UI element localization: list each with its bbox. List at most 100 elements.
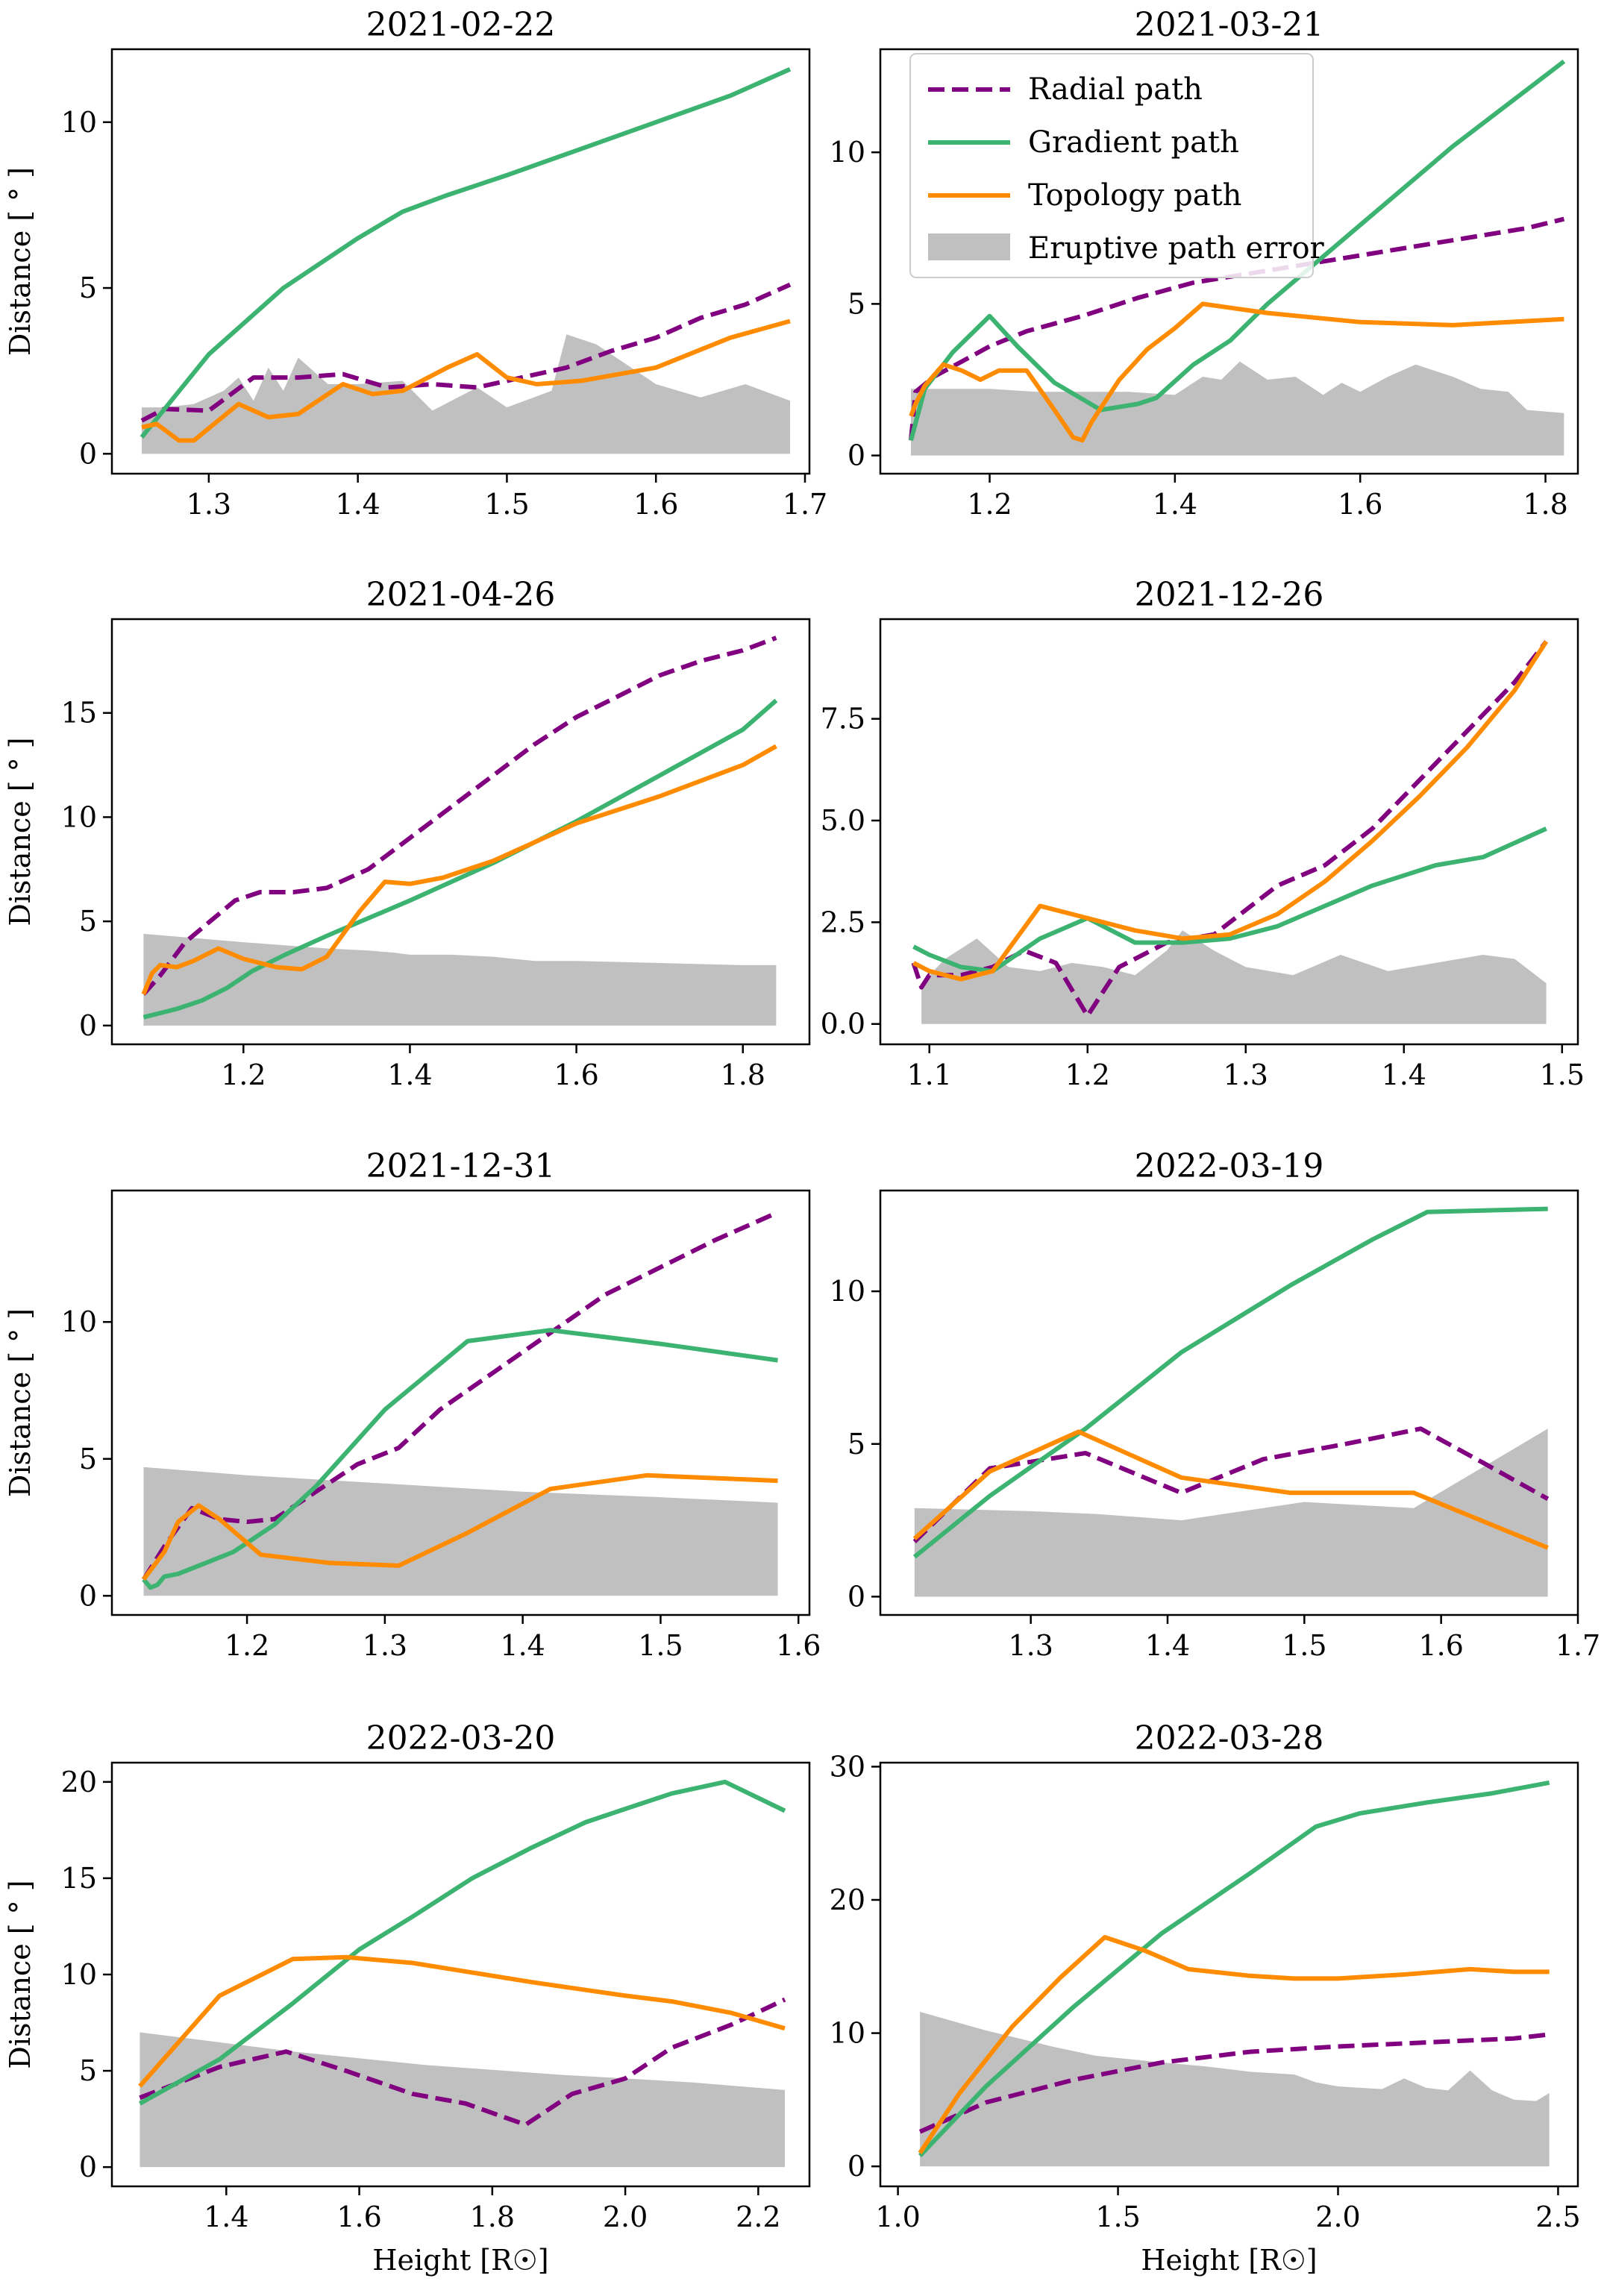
panel-title: 2022-03-19 bbox=[1135, 1147, 1324, 1185]
x-tick-label: 1.4 bbox=[1382, 1058, 1426, 1091]
y-tick-label: 5 bbox=[79, 272, 97, 304]
legend-swatch-error bbox=[928, 233, 1010, 260]
x-tick-label: 1.5 bbox=[638, 1629, 683, 1662]
x-tick-label: 1.4 bbox=[500, 1629, 545, 1662]
x-tick-label: 1.7 bbox=[1556, 1629, 1600, 1662]
plot-area bbox=[141, 1210, 779, 1596]
y-tick-label: 15 bbox=[61, 697, 97, 730]
x-tick-label: 1.6 bbox=[1338, 488, 1382, 521]
plot-area bbox=[918, 1780, 1550, 2167]
radial-line bbox=[140, 282, 792, 423]
x-tick-label: 1.6 bbox=[776, 1629, 821, 1662]
y-tick-label: 0 bbox=[848, 439, 865, 472]
axes-frame bbox=[110, 48, 811, 475]
axes-frame bbox=[110, 618, 811, 1046]
y-tick-label: 20 bbox=[830, 1883, 865, 1916]
x-tick-label: 1.7 bbox=[783, 488, 827, 521]
y-axis-label: Distance [ ° ] bbox=[4, 167, 37, 356]
x-tick-label: 1.5 bbox=[484, 488, 529, 521]
x-tick-label: 1.8 bbox=[1523, 488, 1567, 521]
plot-area bbox=[140, 66, 792, 454]
axes-frame bbox=[879, 618, 1579, 1046]
radial-line bbox=[918, 2032, 1550, 2134]
y-axis-label: Distance [ ° ] bbox=[4, 1308, 37, 1497]
x-tick-label: 1.8 bbox=[721, 1058, 765, 1091]
x-tick-label: 1.3 bbox=[187, 488, 231, 521]
plot-area bbox=[909, 59, 1566, 456]
x-tick-label: 1.5 bbox=[1095, 2201, 1140, 2233]
y-tick-label: 0.0 bbox=[821, 1008, 865, 1041]
y-tick-label: 5.0 bbox=[821, 804, 865, 837]
y-tick-label: 10 bbox=[830, 2017, 865, 2050]
panel-title: 2021-12-26 bbox=[1135, 576, 1324, 614]
x-tick-label: 1.4 bbox=[1145, 1629, 1190, 1662]
topology-line bbox=[912, 640, 1549, 982]
x-tick-label: 1.4 bbox=[387, 1058, 432, 1091]
panel-4: 1.2 1.3 1.4 1.5 1.6 0 5 10 2021-12-31 Distance [ … bbox=[4, 1147, 821, 1662]
x-tick-label: 1.6 bbox=[633, 488, 678, 521]
legend-label-gradient: Gradient path bbox=[1028, 125, 1239, 160]
panel-5: 1.3 1.4 1.5 1.6 1.7 0 5 10 2022-03-19 bbox=[830, 1147, 1601, 1662]
x-tick-label: 1.6 bbox=[1418, 1629, 1463, 1662]
x-tick-label: 2.5 bbox=[1535, 2201, 1580, 2233]
error-band bbox=[143, 933, 777, 1026]
legend-label-radial: Radial path bbox=[1028, 72, 1203, 107]
panel-6: 1.4 1.6 1.8 2.0 2.2 0 5 10 15 20 2022-03-20 Distanc… bbox=[4, 1719, 811, 2277]
y-tick-label: 7.5 bbox=[821, 703, 865, 735]
x-tick-label: 1.5 bbox=[1282, 1629, 1326, 1662]
panel-2: 1.2 1.4 1.6 1.8 0 5 10 15 2021-04-26 Distance [ °… bbox=[4, 576, 811, 1091]
panel-title: 2021-02-22 bbox=[366, 6, 556, 44]
plot-area bbox=[138, 1779, 786, 2168]
x-tick-label: 1.2 bbox=[221, 1058, 266, 1091]
x-tick-label: 2.0 bbox=[1315, 2201, 1360, 2233]
error-band bbox=[921, 930, 1547, 1024]
y-tick-label: 10 bbox=[61, 1958, 97, 1991]
y-tick-label: 5 bbox=[848, 1428, 865, 1461]
panel-title: 2022-03-20 bbox=[366, 1719, 556, 1757]
plot-area bbox=[141, 636, 778, 1026]
axes-frame bbox=[879, 1761, 1579, 2188]
y-tick-label: 10 bbox=[61, 1305, 97, 1338]
panel-title: 2021-12-31 bbox=[366, 1147, 556, 1185]
gradient-line bbox=[138, 1779, 786, 2106]
gradient-line bbox=[912, 1206, 1548, 1559]
x-tick-label: 1.4 bbox=[204, 2201, 248, 2233]
x-tick-label: 1.4 bbox=[335, 488, 380, 521]
x-tick-label: 1.3 bbox=[1224, 1058, 1268, 1091]
x-tick-label: 2.0 bbox=[603, 2201, 648, 2233]
y-tick-label: 0 bbox=[848, 1580, 865, 1613]
x-tick-label: 1.4 bbox=[1153, 488, 1197, 521]
error-band bbox=[910, 361, 1564, 456]
topology-line bbox=[918, 1935, 1550, 2154]
axes-frame bbox=[879, 48, 1579, 475]
y-tick-label: 5 bbox=[848, 287, 865, 320]
radial-line bbox=[141, 1210, 779, 1581]
legend-label-error: Eruptive path error bbox=[1028, 231, 1325, 266]
x-tick-label: 1.2 bbox=[1065, 1058, 1110, 1091]
x-tick-label: 1.3 bbox=[1008, 1629, 1053, 1662]
panel-1: 1.2 1.4 1.6 1.8 0 5 10 2021-03-21 Radial path Gra… bbox=[830, 6, 1579, 521]
y-tick-label: 0 bbox=[848, 2150, 865, 2183]
radial-line bbox=[912, 1426, 1550, 1543]
plot-area bbox=[912, 1206, 1550, 1597]
y-tick-label: 20 bbox=[61, 1766, 97, 1798]
radial-line bbox=[909, 216, 1565, 441]
radial-line bbox=[142, 636, 777, 996]
x-tick-label: 2.2 bbox=[736, 2201, 780, 2233]
topology-line bbox=[138, 1954, 786, 2088]
panel-title: 2021-03-21 bbox=[1135, 6, 1324, 44]
gradient-line bbox=[142, 1328, 778, 1590]
x-tick-label: 1.6 bbox=[336, 2201, 381, 2233]
x-tick-label: 1.2 bbox=[967, 488, 1012, 521]
topology-line bbox=[142, 1472, 778, 1581]
legend-box bbox=[909, 53, 1314, 278]
gradient-line bbox=[140, 66, 792, 439]
y-axis-label: Distance [ ° ] bbox=[4, 1880, 37, 2068]
topology-line bbox=[912, 1429, 1549, 1550]
y-tick-label: 0 bbox=[79, 1579, 97, 1612]
x-tick-label: 1.0 bbox=[875, 2201, 920, 2233]
axes-frame bbox=[879, 1189, 1579, 1616]
x-tick-label: 1.2 bbox=[225, 1629, 269, 1662]
panel-title: 2021-04-26 bbox=[366, 576, 556, 614]
